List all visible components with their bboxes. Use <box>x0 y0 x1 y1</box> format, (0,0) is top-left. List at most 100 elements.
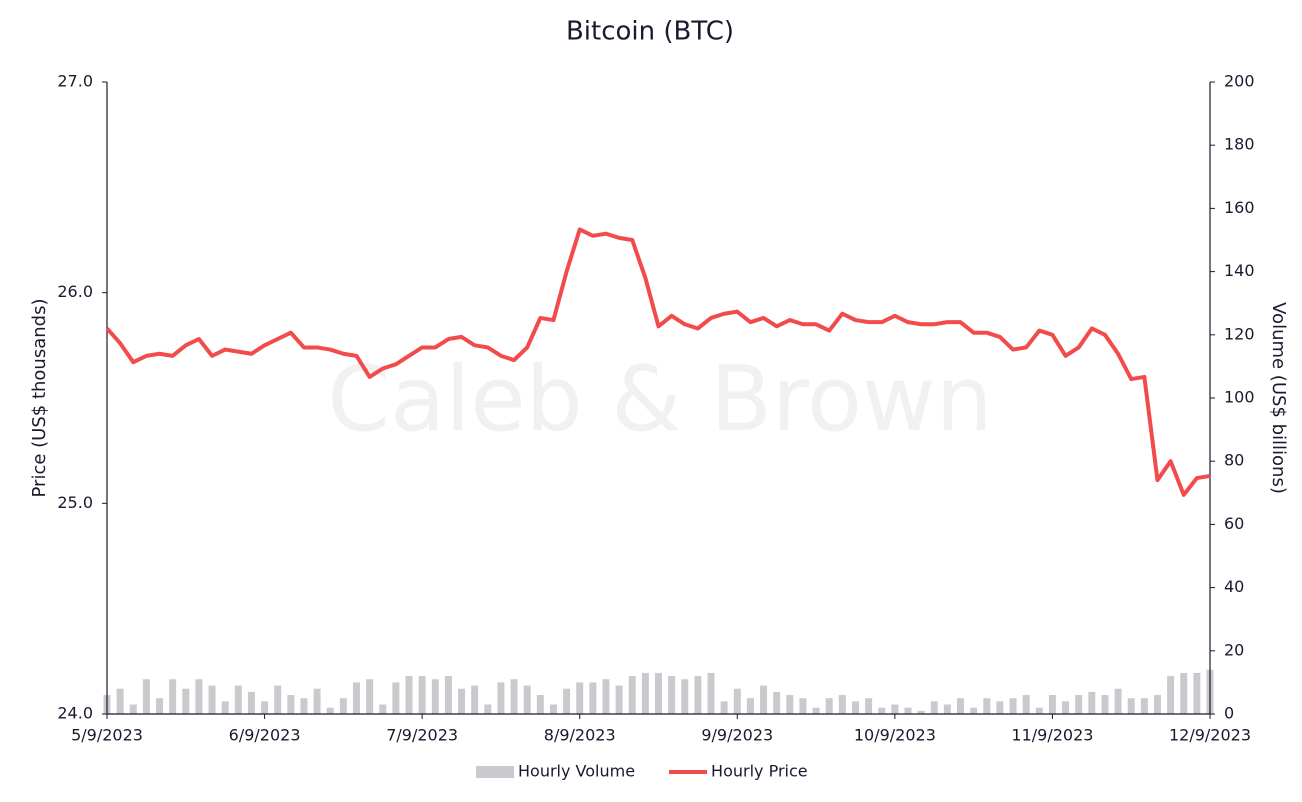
volume-bar <box>116 688 124 714</box>
volume-bar <box>641 672 649 714</box>
y2-tick-label: 100 <box>1224 388 1255 407</box>
y-tick-label: 24.0 <box>57 704 93 723</box>
volume-bar <box>1127 698 1135 714</box>
volume-bar <box>234 685 242 714</box>
volume-bar <box>628 676 636 714</box>
y2-axis-label: Volume (US$ billions) <box>1268 302 1289 494</box>
y2-tick-label: 40 <box>1224 577 1244 596</box>
volume-bar <box>1193 672 1201 714</box>
volume-bar <box>392 682 400 714</box>
volume-bar <box>1009 698 1017 714</box>
y-tick-label: 27.0 <box>57 72 93 91</box>
y2-tick-label: 120 <box>1224 324 1255 343</box>
volume-bar <box>444 676 452 714</box>
volume-bar <box>1075 695 1083 714</box>
volume-bar <box>1153 695 1161 714</box>
volume-bar <box>261 701 269 714</box>
volume-bar <box>497 682 505 714</box>
y2-tick-label: 80 <box>1224 451 1244 470</box>
volume-bar <box>563 688 571 714</box>
volume-bar <box>471 685 479 714</box>
volume-bar <box>510 679 518 714</box>
volume-bar <box>549 704 557 714</box>
x-tick-label: 5/9/2023 <box>71 726 143 745</box>
volume-bar <box>418 676 426 714</box>
y2-tick-label: 160 <box>1224 198 1255 217</box>
volume-bar <box>1022 695 1030 714</box>
volume-bar <box>615 685 623 714</box>
x-tick-label: 8/9/2023 <box>544 726 616 745</box>
y2-tick-label: 0 <box>1224 704 1234 723</box>
volume-bar <box>865 698 873 714</box>
volume-bar <box>274 685 282 714</box>
volume-bar <box>825 698 833 714</box>
volume-bar <box>681 679 689 714</box>
volume-bar <box>156 698 164 714</box>
legend-label: Hourly Volume <box>518 762 635 781</box>
volume-bar <box>1062 701 1070 714</box>
volume-bar <box>891 704 899 714</box>
y2-tick-label: 140 <box>1224 261 1255 280</box>
legend-swatch <box>476 766 514 778</box>
volume-bar <box>694 676 702 714</box>
volume-bar <box>851 701 859 714</box>
volume-bar <box>970 707 978 714</box>
x-tick-label: 12/9/2023 <box>1169 726 1251 745</box>
volume-bar <box>707 672 715 714</box>
volume-bar <box>313 688 321 714</box>
y2-tick-label: 180 <box>1224 135 1255 154</box>
volume-bar <box>1140 698 1148 714</box>
volume-bar <box>1167 676 1175 714</box>
volume-bar <box>1088 691 1096 714</box>
volume-bar <box>733 688 741 714</box>
y-tick-label: 25.0 <box>57 493 93 512</box>
volume-bar <box>930 701 938 714</box>
volume-bar <box>746 698 754 714</box>
y2-tick-label: 20 <box>1224 640 1244 659</box>
volume-bar <box>458 688 466 714</box>
volume-bar <box>431 679 439 714</box>
watermark: Caleb & Brown <box>327 347 992 452</box>
x-tick-label: 9/9/2023 <box>701 726 773 745</box>
y2-tick-label: 200 <box>1224 72 1255 91</box>
volume-bar <box>142 679 150 714</box>
volume-bar <box>326 707 334 714</box>
volume-bar <box>247 691 255 714</box>
legend-label: Hourly Price <box>711 762 808 781</box>
x-tick-label: 7/9/2023 <box>386 726 458 745</box>
volume-bar <box>536 695 544 714</box>
volume-bar <box>129 704 137 714</box>
x-tick-label: 10/9/2023 <box>854 726 936 745</box>
volume-bar <box>1035 707 1043 714</box>
y-axis-label: Price (US$ thousands) <box>29 299 50 498</box>
volume-bar <box>339 698 347 714</box>
volume-bar <box>917 710 925 714</box>
volume-bar <box>1180 672 1188 714</box>
volume-bar <box>1114 688 1122 714</box>
volume-bar <box>366 679 374 714</box>
volume-bar <box>668 676 676 714</box>
volume-bar <box>405 676 413 714</box>
volume-bar <box>169 679 177 714</box>
volume-bar <box>655 672 662 714</box>
volume-bar <box>576 682 584 714</box>
volume-bar <box>602 679 610 714</box>
volume-bar <box>957 698 965 714</box>
volume-bar <box>812 707 820 714</box>
volume-bar <box>838 695 846 714</box>
volume-bar <box>221 701 229 714</box>
volume-bar <box>484 704 492 714</box>
volume-bar <box>983 698 991 714</box>
volume-bar <box>904 707 912 714</box>
volume-bar <box>352 682 360 714</box>
volume-bar <box>379 704 387 714</box>
price-line <box>105 227 1211 497</box>
volume-bar <box>799 698 807 714</box>
volume-bar <box>287 695 295 714</box>
volume-bar <box>996 701 1004 714</box>
volume-bar <box>720 701 728 714</box>
volume-bar <box>760 685 768 714</box>
volume-bar <box>300 698 308 714</box>
x-tick-label: 11/9/2023 <box>1011 726 1093 745</box>
